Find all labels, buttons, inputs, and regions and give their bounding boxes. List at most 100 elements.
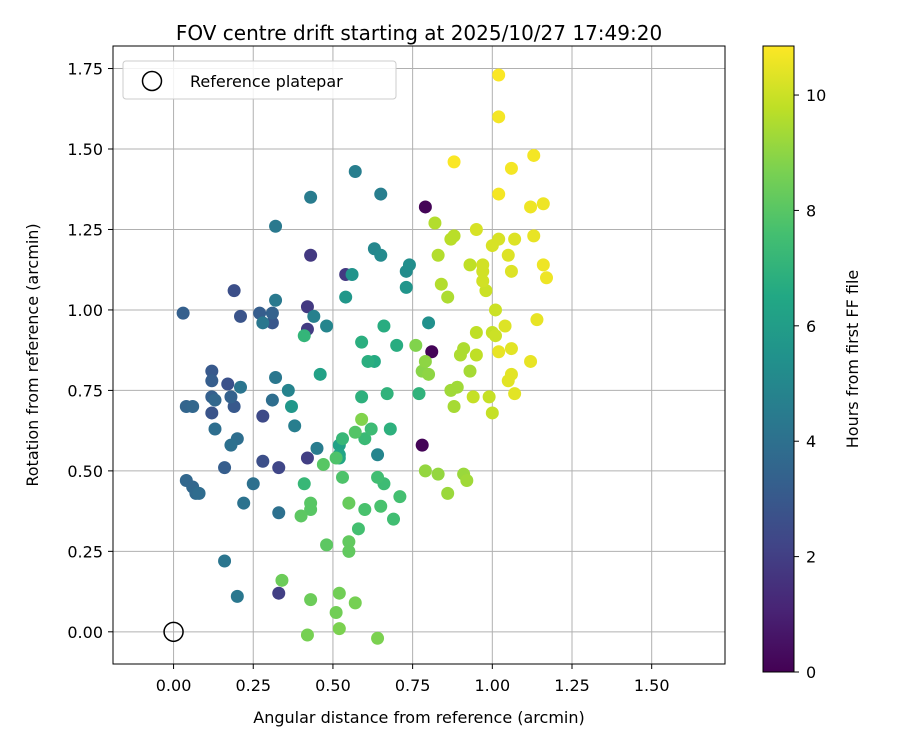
data-point bbox=[320, 538, 334, 552]
data-point bbox=[256, 409, 270, 423]
data-point bbox=[492, 110, 506, 124]
x-tick-label: 0.25 bbox=[235, 676, 271, 695]
data-point bbox=[300, 300, 314, 314]
data-point bbox=[463, 258, 477, 272]
data-point bbox=[265, 393, 279, 407]
y-tick-label: 0.50 bbox=[67, 462, 103, 481]
y-tick-label: 0.75 bbox=[67, 381, 103, 400]
data-point bbox=[364, 422, 378, 436]
data-point bbox=[371, 470, 385, 484]
data-point bbox=[508, 387, 522, 401]
data-point bbox=[387, 512, 400, 526]
data-point bbox=[265, 306, 279, 320]
data-point bbox=[342, 544, 356, 558]
data-point bbox=[469, 325, 483, 339]
data-point bbox=[304, 593, 318, 607]
data-point bbox=[418, 354, 432, 368]
data-point bbox=[297, 477, 311, 491]
data-point bbox=[377, 319, 391, 333]
data-point bbox=[501, 248, 515, 262]
data-point bbox=[441, 486, 455, 500]
data-point bbox=[176, 306, 190, 320]
data-point bbox=[208, 422, 222, 436]
data-point bbox=[351, 522, 365, 536]
data-point bbox=[501, 374, 515, 388]
data-point bbox=[256, 316, 270, 330]
data-point bbox=[504, 264, 518, 278]
y-tick-label: 0.25 bbox=[67, 542, 103, 561]
data-point bbox=[313, 367, 327, 381]
x-tick-label: 0.50 bbox=[315, 676, 351, 695]
data-point bbox=[288, 419, 302, 433]
data-point bbox=[300, 451, 314, 465]
data-point bbox=[348, 596, 362, 610]
data-point bbox=[342, 496, 356, 510]
x-tick-label: 0.75 bbox=[395, 676, 431, 695]
data-point bbox=[272, 506, 286, 520]
data-point bbox=[304, 503, 318, 516]
y-tick-label: 0.00 bbox=[67, 623, 103, 642]
y-tick-label: 1.00 bbox=[67, 301, 103, 320]
chart-title: FOV centre drift starting at 2025/10/27 … bbox=[176, 21, 662, 45]
data-point bbox=[358, 503, 372, 516]
y-tick-label: 1.25 bbox=[67, 220, 103, 239]
colorbar-tick-label: 0 bbox=[806, 663, 816, 682]
data-point bbox=[460, 474, 474, 488]
data-point bbox=[492, 68, 506, 82]
data-point bbox=[332, 622, 346, 636]
data-point bbox=[422, 316, 436, 330]
data-point bbox=[348, 425, 362, 439]
data-point bbox=[275, 573, 289, 587]
data-point bbox=[434, 277, 448, 291]
data-point bbox=[304, 248, 318, 262]
data-point bbox=[256, 454, 270, 468]
data-point bbox=[355, 412, 369, 426]
data-point bbox=[361, 354, 375, 368]
colorbar-tick-label: 6 bbox=[806, 317, 816, 336]
data-point bbox=[269, 293, 283, 307]
data-point bbox=[227, 284, 241, 298]
data-point bbox=[476, 274, 490, 288]
data-point bbox=[380, 387, 394, 401]
data-point bbox=[329, 451, 343, 465]
y-axis-ticks: 0.00 0.25 0.50 0.75 1.00 1.25 1.50 1.75 bbox=[67, 60, 113, 642]
data-point bbox=[329, 606, 343, 619]
data-point bbox=[300, 628, 314, 642]
data-point bbox=[469, 348, 483, 362]
colorbar-tick-label: 8 bbox=[806, 201, 816, 220]
data-point bbox=[469, 222, 483, 236]
y-tick-label: 1.75 bbox=[67, 60, 103, 79]
data-point bbox=[524, 200, 538, 214]
data-point bbox=[281, 383, 295, 397]
data-point bbox=[393, 490, 407, 504]
data-point bbox=[234, 309, 247, 323]
data-point bbox=[489, 329, 502, 343]
data-point bbox=[527, 229, 541, 243]
data-point bbox=[463, 364, 477, 378]
data-point bbox=[492, 232, 506, 246]
colorbar-tick-label: 2 bbox=[806, 548, 816, 567]
data-point bbox=[466, 390, 480, 404]
data-point bbox=[221, 377, 235, 391]
data-point bbox=[348, 165, 362, 179]
data-point bbox=[272, 586, 286, 600]
reference-marker bbox=[163, 621, 184, 643]
x-tick-label: 0.00 bbox=[156, 676, 192, 695]
data-point bbox=[508, 232, 522, 246]
data-point bbox=[208, 393, 222, 407]
data-point bbox=[441, 290, 455, 304]
data-points bbox=[176, 68, 553, 645]
colorbar-ticks: 0 2 4 6 8 10 bbox=[794, 86, 826, 682]
data-point bbox=[527, 148, 541, 162]
data-point bbox=[498, 319, 512, 333]
colorbar-tick-label: 10 bbox=[806, 86, 826, 105]
x-axis-ticks: 0.00 0.25 0.50 0.75 1.00 1.25 1.50 bbox=[156, 664, 670, 695]
data-point bbox=[476, 258, 490, 272]
data-point bbox=[316, 457, 330, 471]
data-point bbox=[285, 400, 298, 413]
legend-box bbox=[122, 60, 397, 100]
data-point bbox=[186, 400, 200, 413]
data-point bbox=[485, 406, 499, 420]
data-point bbox=[269, 219, 283, 233]
data-point bbox=[374, 187, 388, 201]
